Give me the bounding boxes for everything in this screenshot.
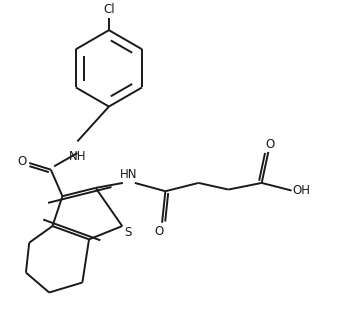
Text: O: O	[266, 138, 275, 151]
Text: OH: OH	[292, 184, 310, 197]
Text: S: S	[125, 225, 132, 238]
Text: HN: HN	[120, 168, 138, 181]
Text: O: O	[154, 224, 163, 237]
Text: Cl: Cl	[103, 3, 115, 16]
Text: O: O	[17, 156, 27, 168]
Text: NH: NH	[69, 150, 86, 163]
